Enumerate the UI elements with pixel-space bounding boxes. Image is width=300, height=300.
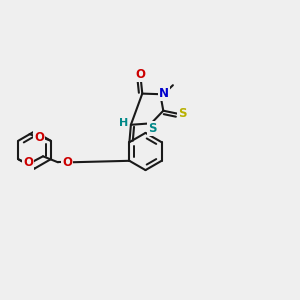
Text: H: H [119,118,128,128]
Text: N: N [159,87,169,100]
Text: O: O [34,131,44,144]
Text: O: O [62,156,72,169]
Text: O: O [136,68,146,81]
Text: S: S [148,122,157,135]
Text: O: O [23,156,33,169]
Text: S: S [178,107,186,120]
